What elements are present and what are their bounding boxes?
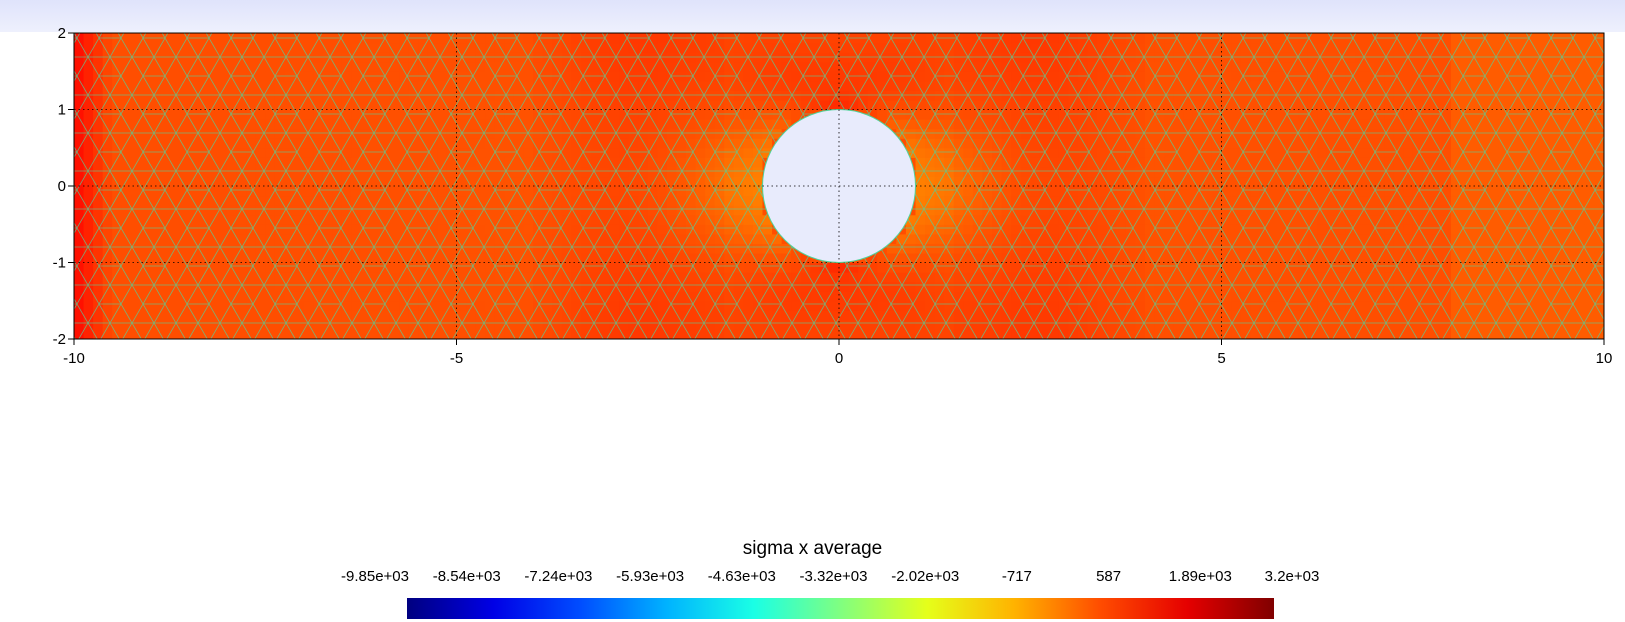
- plot-background-band: [0, 0, 1625, 32]
